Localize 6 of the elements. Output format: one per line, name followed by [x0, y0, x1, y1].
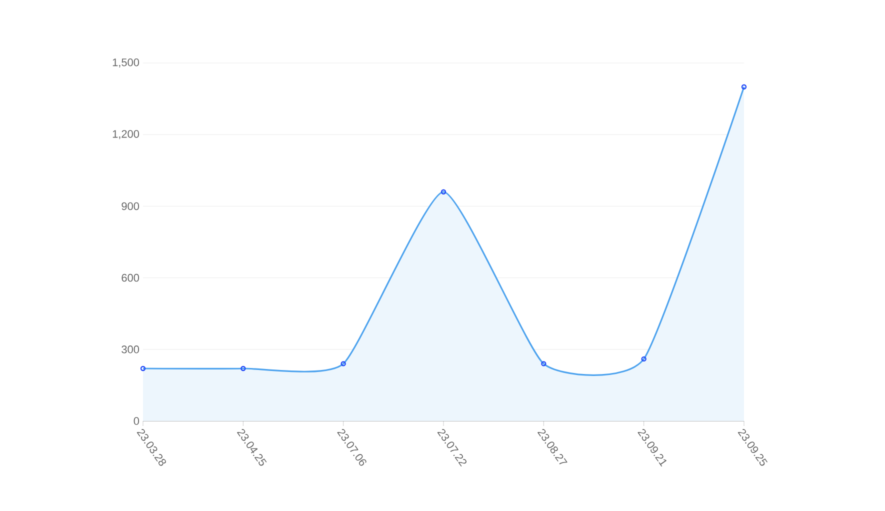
y-tick-label: 1,200 [112, 130, 140, 140]
y-tick-label: 900 [122, 202, 140, 210]
y-tick-label: 300 [122, 346, 140, 354]
y-tick-label: 0 [134, 417, 140, 425]
y-tick-label: 1,500 [112, 58, 140, 68]
y-tick-label: 600 [122, 274, 140, 282]
